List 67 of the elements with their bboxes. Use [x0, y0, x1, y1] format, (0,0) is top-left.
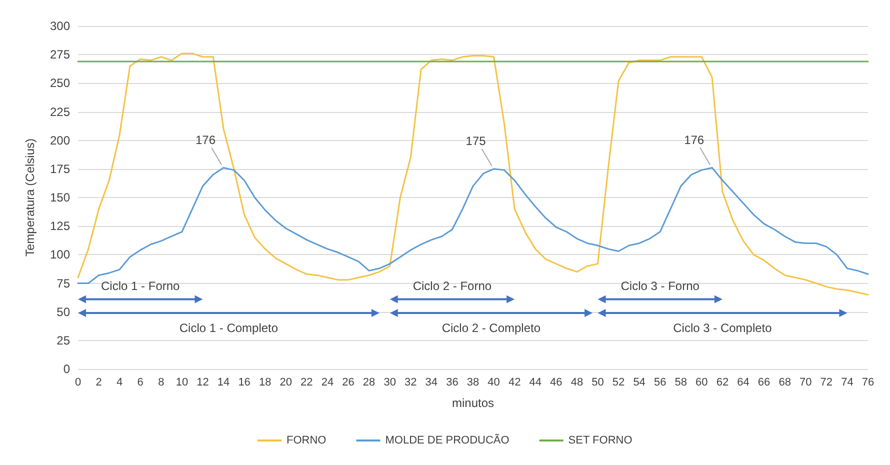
x-tick-label: 8: [158, 376, 164, 388]
y-tick-label: 0: [63, 362, 70, 376]
annotation: Ciclo 1 - Completo: [179, 321, 278, 336]
x-tick-label: 62: [716, 376, 729, 388]
x-tick-label: 50: [592, 376, 604, 388]
y-tick-label: 300: [50, 19, 70, 33]
x-tick-label: 74: [841, 376, 854, 388]
x-tick-label: 14: [217, 376, 230, 388]
x-tick-label: 56: [654, 376, 666, 388]
x-tick-label: 60: [696, 376, 708, 388]
x-tick-label: 40: [488, 376, 500, 388]
annotation: Ciclo 3 - Completo: [673, 321, 772, 336]
x-tick-label: 64: [737, 376, 750, 388]
x-tick-label: 66: [758, 376, 770, 388]
line-series: [77, 52, 869, 296]
y-tick-label: 125: [50, 219, 70, 234]
annotation: 176: [684, 132, 704, 147]
x-tick-label: 30: [384, 376, 396, 388]
x-tick-label: 20: [280, 376, 292, 388]
x-tick-label: 24: [321, 376, 334, 388]
y-tick-label: 100: [50, 248, 70, 262]
x-tick-label: 6: [137, 376, 144, 388]
annotation: Ciclo 2 - Forno: [412, 278, 492, 293]
x-tick-label: 68: [778, 376, 791, 388]
y-tick-label: 25: [56, 333, 70, 348]
annotation: 175: [466, 134, 486, 148]
x-tick-label: 0: [74, 376, 82, 388]
x-tick-label: 54: [633, 376, 646, 388]
x-tick-label: 4: [116, 376, 123, 388]
x-tick-label: 32: [404, 376, 417, 388]
y-tick-label: 250: [50, 76, 70, 90]
x-tick-label: 34: [425, 376, 438, 388]
x-tick-label: 36: [446, 376, 458, 388]
annotation: 176: [196, 132, 216, 147]
x-tick-label: 22: [300, 376, 313, 388]
x-tick-label: 2: [96, 376, 102, 388]
x-tick-label: 44: [529, 376, 542, 388]
annotation: Ciclo 3 - Forno: [620, 278, 700, 293]
x-tick-label: 48: [570, 376, 584, 388]
x-tick-label: 26: [342, 376, 354, 388]
x-tick-label: 46: [550, 376, 562, 388]
y-tick-label: 225: [50, 104, 70, 119]
legend-label: MOLDE DE PRODUCÃO: [385, 434, 510, 446]
x-tick-label: 70: [800, 376, 812, 388]
x-tick-label: 58: [674, 376, 688, 388]
x-tick-label: 76: [862, 376, 874, 388]
y-axis-title: Temperatura (Celsius): [23, 138, 37, 257]
x-tick-label: 12: [196, 376, 209, 388]
x-tick-label: 72: [820, 376, 833, 388]
x-tick-label: 38: [466, 376, 480, 388]
x-tick-label: 10: [176, 376, 188, 388]
y-tick-label: 175: [50, 162, 70, 176]
x-tick-label: 42: [508, 376, 521, 388]
x-tick-label: 28: [362, 376, 376, 388]
y-tick-label: 50: [56, 304, 70, 319]
legend-label: SET FORNO: [568, 434, 633, 446]
y-tick-label: 150: [50, 190, 70, 204]
x-tick-label: 52: [612, 376, 625, 388]
annotation: Ciclo 2 - Completo: [442, 321, 541, 336]
legend-label: FORNO: [286, 434, 327, 446]
y-tick-label: 75: [56, 276, 70, 290]
annotation: Ciclo 1 - Forno: [101, 278, 180, 293]
y-tick-label: 275: [50, 48, 70, 62]
x-tick-label: 18: [258, 376, 272, 388]
y-tick-label: 200: [50, 133, 70, 148]
x-tick-label: 16: [238, 376, 250, 388]
x-axis-title: minutos: [452, 396, 494, 410]
